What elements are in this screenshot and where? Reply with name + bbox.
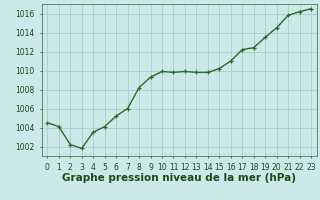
- X-axis label: Graphe pression niveau de la mer (hPa): Graphe pression niveau de la mer (hPa): [62, 173, 296, 183]
